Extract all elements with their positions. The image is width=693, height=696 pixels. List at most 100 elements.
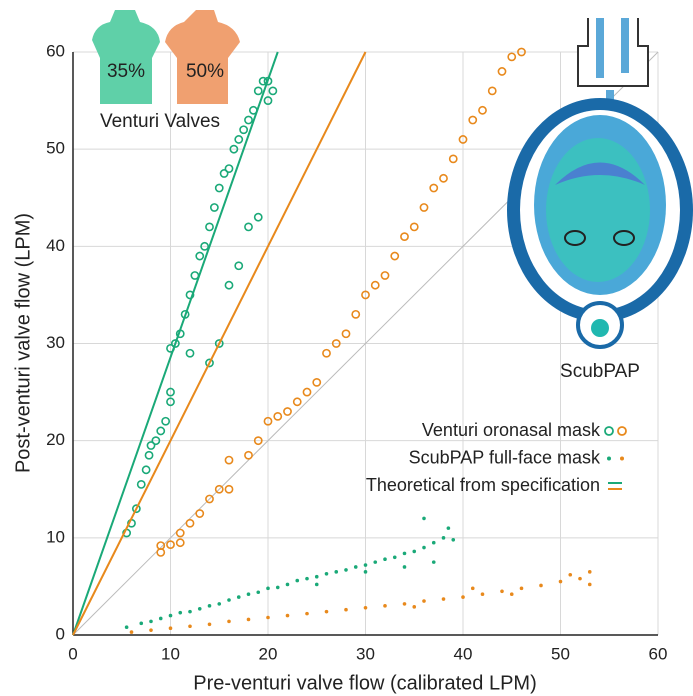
point — [247, 618, 251, 622]
point — [245, 223, 252, 230]
point — [412, 605, 416, 609]
chart: 35% 50% Venturi Valves ScubPAP Pre-ventu… — [0, 0, 693, 696]
point — [237, 595, 241, 599]
point — [188, 624, 192, 628]
x-axis-label: Pre-venturi valve flow (calibrated LPM) — [193, 672, 536, 694]
mask-image — [507, 18, 693, 347]
y-tick-label: 20 — [46, 430, 65, 449]
point — [430, 184, 437, 191]
point — [177, 529, 184, 536]
point — [130, 630, 134, 634]
point — [245, 452, 252, 459]
point — [442, 597, 446, 601]
y-tick-label: 30 — [46, 333, 65, 352]
point — [498, 68, 505, 75]
point — [588, 570, 592, 574]
valve-images — [92, 10, 240, 104]
x-tick-label: 40 — [454, 644, 473, 663]
point — [373, 560, 377, 564]
point — [342, 330, 349, 337]
point — [159, 617, 163, 621]
point — [286, 614, 290, 618]
point — [149, 628, 153, 632]
legend-symbol — [618, 427, 626, 435]
point — [323, 350, 330, 357]
point — [447, 526, 451, 530]
x-tick-label: 20 — [259, 644, 278, 663]
point — [381, 272, 388, 279]
point — [559, 580, 563, 584]
point — [481, 592, 485, 596]
point — [227, 598, 231, 602]
point — [442, 536, 446, 540]
point — [403, 602, 407, 606]
point — [305, 577, 309, 581]
point — [325, 572, 329, 576]
point — [286, 583, 290, 587]
annotation: 50% — [186, 61, 224, 82]
point — [383, 604, 387, 608]
point — [169, 614, 173, 618]
point — [196, 510, 203, 517]
point — [266, 587, 270, 591]
point — [344, 608, 348, 612]
x-tick-label: 0 — [68, 644, 77, 663]
annotation: Venturi Valves — [100, 111, 220, 132]
point — [313, 379, 320, 386]
point — [578, 577, 582, 581]
point — [247, 592, 251, 596]
point — [391, 252, 398, 259]
y-axis-label: Post-venturi valve flow (LPM) — [12, 213, 34, 473]
y-tick-label: 10 — [46, 527, 65, 546]
point — [372, 282, 379, 289]
point — [240, 126, 247, 133]
point — [422, 546, 426, 550]
point — [216, 184, 223, 191]
point — [196, 252, 203, 259]
legend-label: Theoretical from specification — [366, 475, 600, 495]
y-tick-label: 60 — [46, 41, 65, 60]
point — [256, 590, 260, 594]
point — [305, 612, 309, 616]
point — [145, 452, 152, 459]
point — [245, 116, 252, 123]
point — [539, 584, 543, 588]
point — [432, 560, 436, 564]
point — [255, 214, 262, 221]
point — [217, 602, 221, 606]
point — [471, 587, 475, 591]
point — [225, 457, 232, 464]
point — [364, 563, 368, 567]
point — [266, 616, 270, 620]
point — [354, 565, 358, 569]
valve-35-image — [92, 10, 160, 104]
point — [235, 136, 242, 143]
point — [208, 604, 212, 608]
point — [208, 623, 212, 627]
legend-symbol — [620, 457, 624, 461]
point — [364, 570, 368, 574]
point — [186, 350, 193, 357]
point — [284, 408, 291, 415]
y-tick-label: 0 — [56, 624, 65, 643]
point — [169, 626, 173, 630]
point — [227, 620, 231, 624]
y-tick-label: 50 — [46, 139, 65, 158]
point — [255, 87, 262, 94]
point — [225, 165, 232, 172]
point — [178, 611, 182, 615]
point — [588, 583, 592, 587]
legend-symbol — [607, 457, 611, 461]
point — [294, 398, 301, 405]
point — [411, 223, 418, 230]
point — [364, 606, 368, 610]
point — [315, 575, 319, 579]
point — [325, 610, 329, 614]
point — [479, 107, 486, 114]
point — [225, 282, 232, 289]
point — [568, 573, 572, 577]
x-tick-label: 50 — [551, 644, 570, 663]
point — [186, 520, 193, 527]
point — [162, 418, 169, 425]
point — [211, 204, 218, 211]
